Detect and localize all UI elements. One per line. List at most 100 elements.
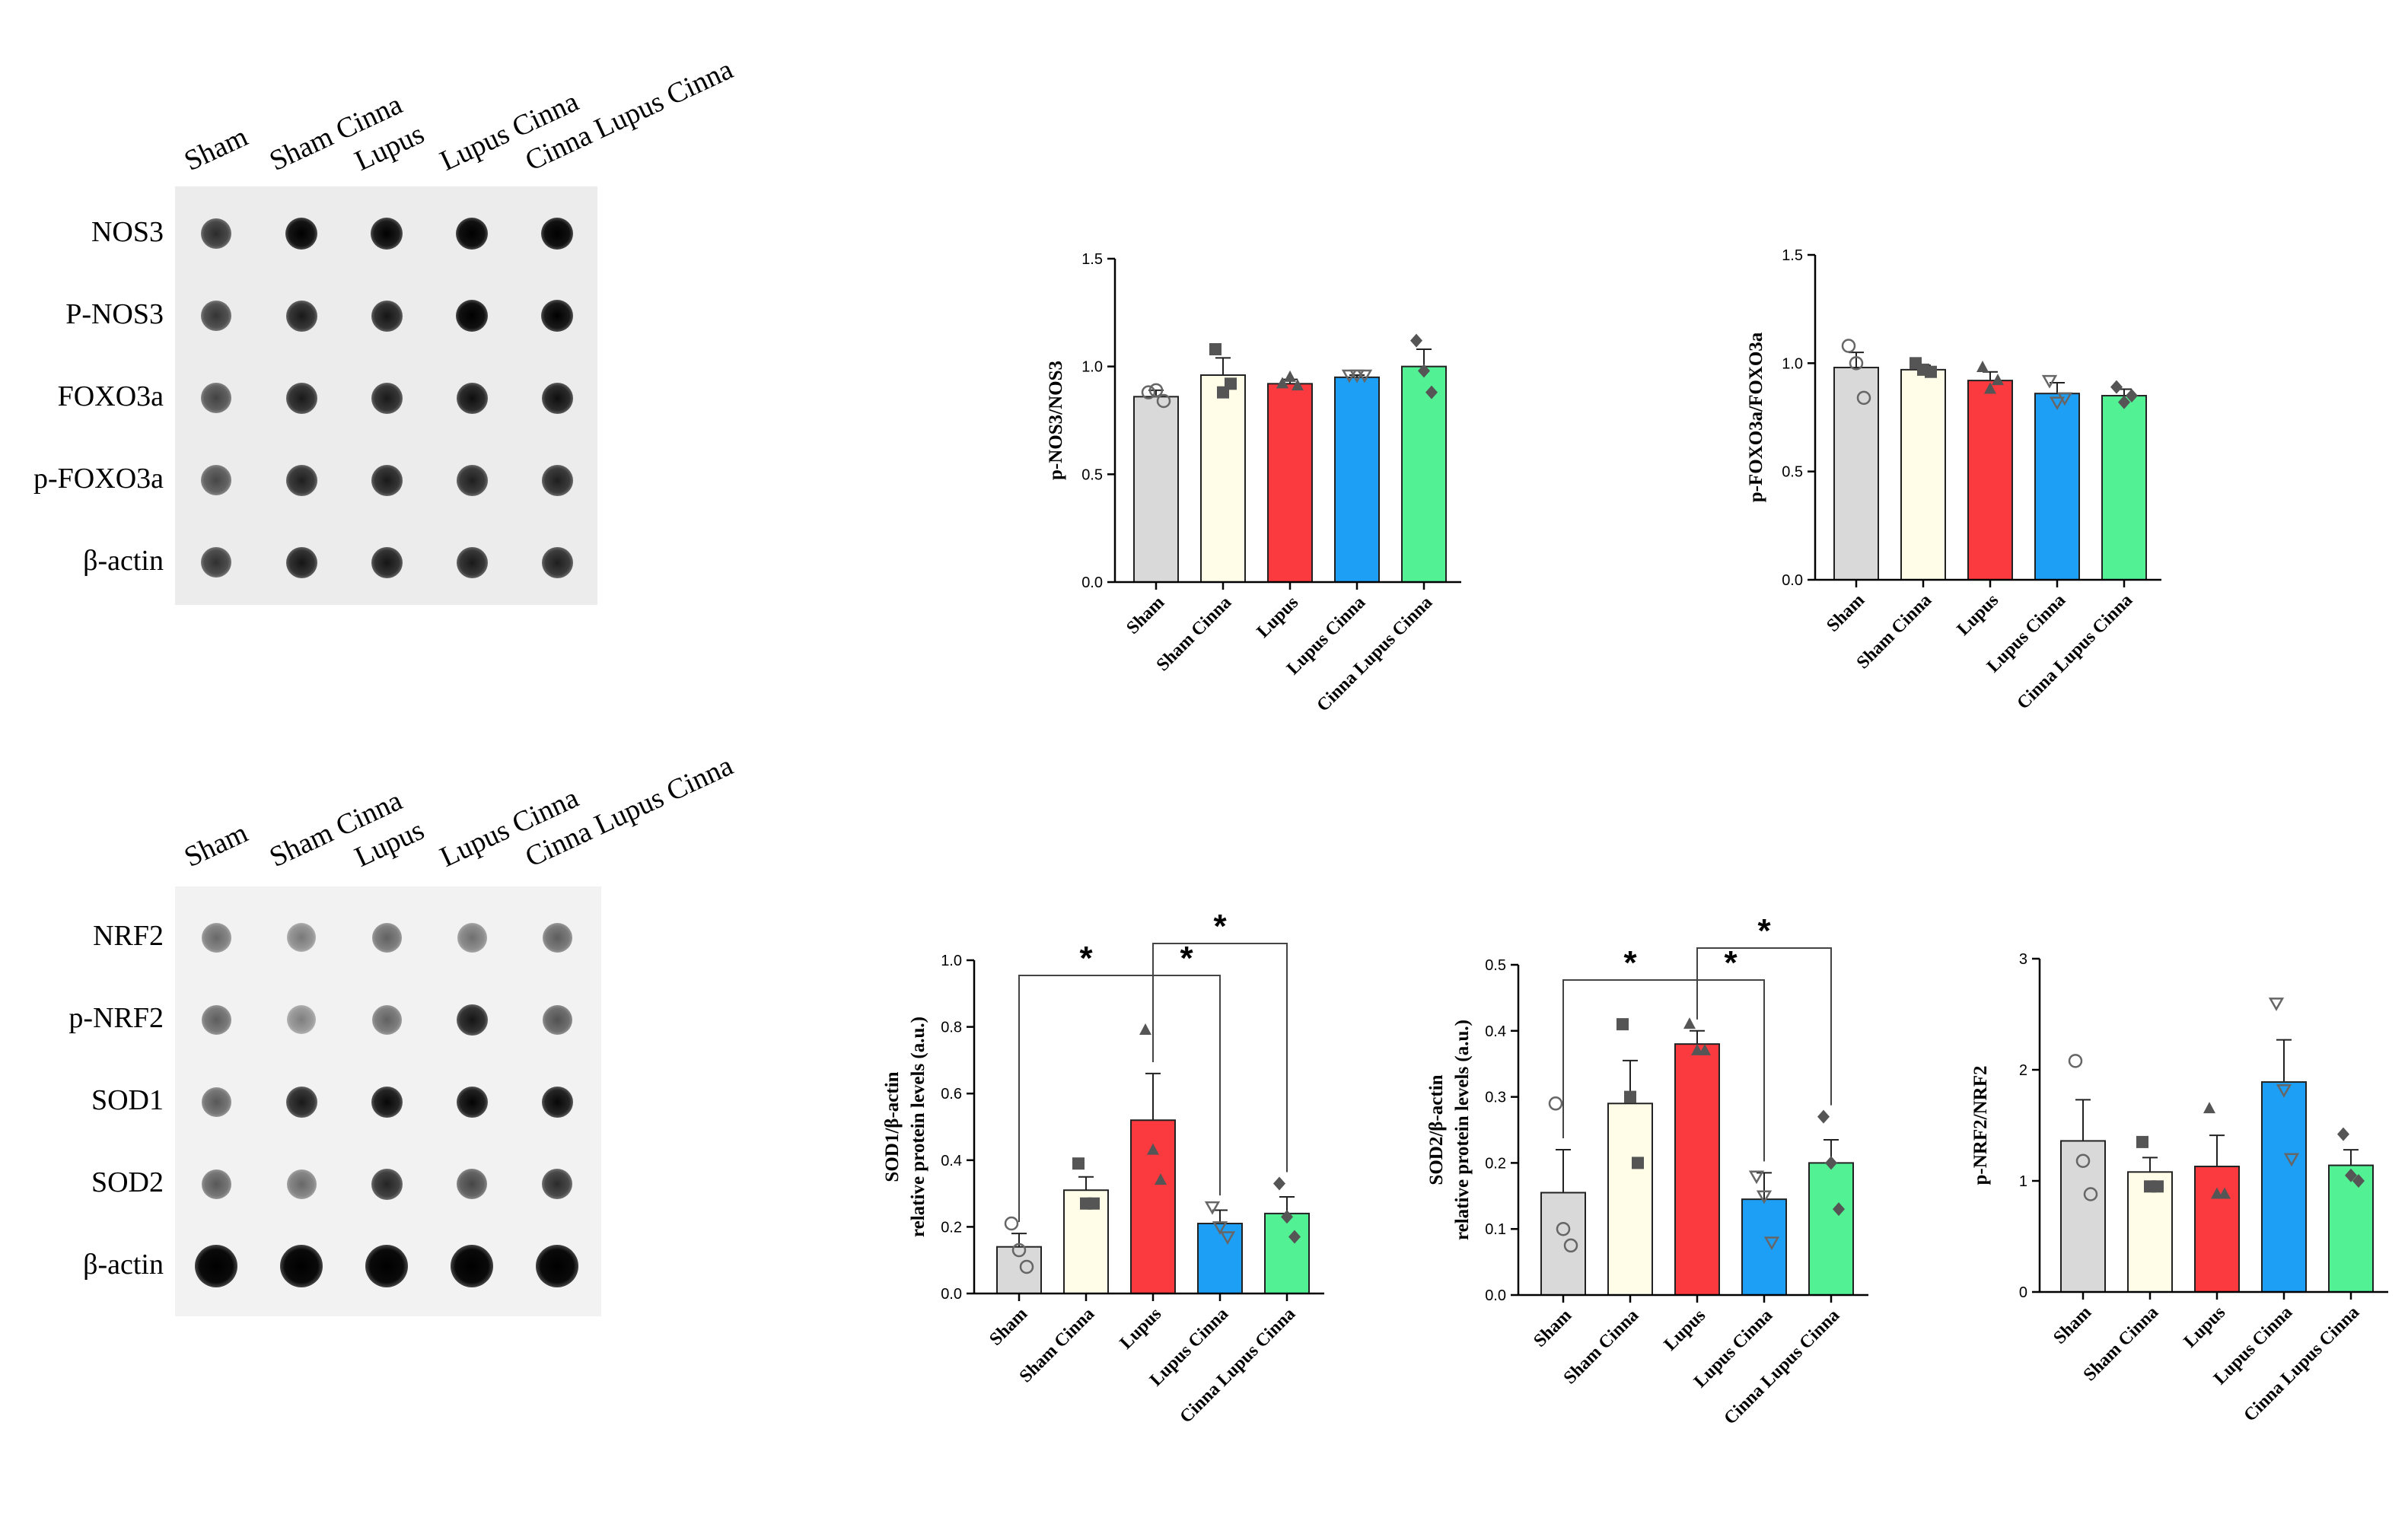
x-category-label: Cinna Lupus Cinna [2240, 1303, 2363, 1426]
data-point [1219, 1231, 1236, 1246]
y-axis-label: SOD1/β-actin [882, 1071, 903, 1182]
blot-dot [371, 382, 403, 414]
x-category-label: Cinna Lupus Cinna [1176, 1304, 1299, 1427]
data-point [1992, 374, 2004, 386]
significance-bracket [1152, 943, 1288, 1173]
y-tick-label: 1.0 [1081, 359, 1103, 376]
data-point [2041, 374, 2058, 389]
data-point [1418, 364, 1430, 378]
blot-dot [371, 1168, 403, 1200]
bar [1674, 1043, 1720, 1296]
data-point [1683, 1017, 1696, 1029]
blot-dot [201, 218, 231, 249]
y-tick-label: 0.5 [1782, 464, 1803, 481]
data-point [1212, 1221, 1228, 1235]
data-point [1817, 1109, 1830, 1124]
blot-row-label: FOXO3a [57, 380, 164, 412]
data-point [2352, 1174, 2365, 1188]
data-point [1356, 369, 1373, 383]
blot-dot [371, 1086, 403, 1118]
blot-row-label: NRF2 [93, 920, 164, 952]
data-point [2083, 1187, 2098, 1201]
data-point [1147, 1143, 1159, 1155]
data-point [1273, 1176, 1285, 1191]
y-tick-label: 1.0 [1782, 355, 1803, 372]
data-point [2203, 1102, 2215, 1114]
y-tick-label: 0.2 [941, 1219, 962, 1236]
data-point [1139, 1023, 1151, 1035]
y-tick-label: 0.6 [941, 1086, 962, 1103]
x-category-label: Cinna Lupus Cinna [1313, 593, 1436, 716]
y-tick-label: 2 [2019, 1062, 2027, 1079]
bar [1334, 376, 1380, 583]
x-category-label: Sham [1123, 593, 1168, 638]
data-point [1410, 333, 1422, 348]
bar [1267, 383, 1313, 583]
blot-dot [456, 300, 488, 332]
bar [1264, 1212, 1310, 1295]
data-point [1632, 1157, 1644, 1169]
x-category-label: Sham [2050, 1303, 2095, 1348]
blot-dot [371, 546, 403, 578]
significance-star: * [1213, 908, 1227, 945]
y-tick-label: 0.4 [941, 1153, 962, 1169]
data-point [1699, 1043, 1711, 1055]
blot-dot [285, 382, 317, 414]
data-point [1856, 390, 1871, 406]
data-point [1288, 1230, 1301, 1244]
blot-dot [371, 300, 403, 332]
bar [1133, 396, 1179, 583]
blot-dot [365, 1245, 408, 1287]
blot-dot [371, 1004, 402, 1035]
bar [2034, 393, 2080, 581]
blot-dot [456, 546, 488, 578]
significance-star: * [1724, 944, 1738, 982]
data-point [1156, 393, 1171, 409]
bar [1540, 1192, 1586, 1296]
blot-dot [286, 1169, 317, 1199]
bar [1741, 1198, 1787, 1297]
blot-dot [456, 1086, 488, 1118]
data-point [2276, 1084, 2292, 1098]
blot-dot [285, 300, 317, 332]
data-point [1155, 1173, 1167, 1185]
blot-row-label: p-NRF2 [68, 1002, 164, 1034]
data-point [1624, 1090, 1636, 1103]
data-point [1088, 1197, 1100, 1210]
blot-dot [201, 547, 231, 578]
blot-dot [201, 1087, 231, 1117]
data-point [2152, 1180, 2164, 1193]
y-tick-label: 0.3 [1485, 1090, 1506, 1106]
data-point [1691, 1043, 1703, 1055]
significance-star: * [1623, 944, 1637, 982]
x-category-label: Lupus [1253, 593, 1303, 642]
x-category-label: Lupus [1116, 1304, 1166, 1354]
blot-dot [542, 922, 572, 953]
data-point [1833, 1202, 1845, 1217]
data-point [1825, 1156, 1837, 1170]
blot-dot [541, 382, 573, 414]
y-tick-label: 0.1 [1485, 1221, 1506, 1238]
data-point [1019, 1259, 1034, 1274]
bar [1967, 380, 2013, 581]
data-point [2068, 1054, 2083, 1068]
y-axis-label: relative protein levels (a.u.) [1452, 1020, 1473, 1240]
data-point [2337, 1127, 2349, 1141]
blot-dot [456, 382, 488, 414]
blot-dot [371, 922, 402, 953]
bar [1200, 374, 1246, 583]
bar [1900, 368, 1946, 581]
y-axis-label: SOD2/β-actin [1426, 1074, 1447, 1185]
x-category-label: Lupus [1661, 1306, 1710, 1355]
data-point [1756, 1190, 1773, 1204]
blot-dot [541, 546, 573, 578]
x-category-label: Lupus [2180, 1303, 2230, 1352]
blot-dot [456, 1004, 488, 1036]
blot-dot [195, 1245, 237, 1287]
blot-row-label: SOD1 [91, 1084, 164, 1116]
data-point [1349, 369, 1365, 383]
blot-dot [201, 383, 231, 413]
